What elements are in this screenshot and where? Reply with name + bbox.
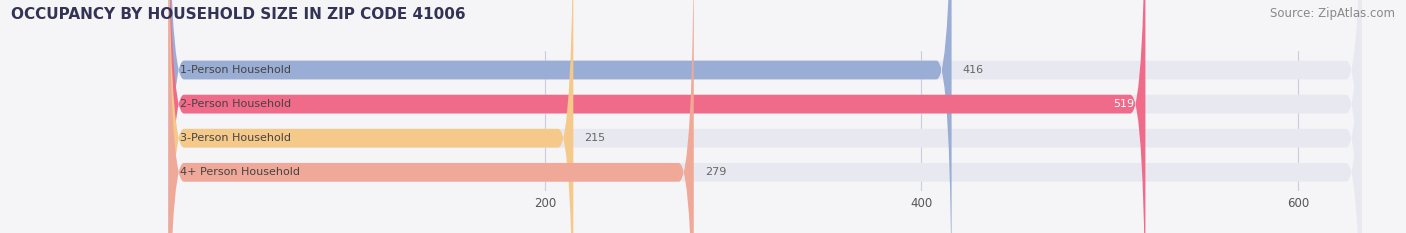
Text: 3-Person Household: 3-Person Household [180,133,291,143]
Text: Source: ZipAtlas.com: Source: ZipAtlas.com [1270,7,1395,20]
FancyBboxPatch shape [169,0,1361,233]
FancyBboxPatch shape [169,0,1361,233]
FancyBboxPatch shape [169,0,574,233]
Text: 416: 416 [963,65,984,75]
Text: 279: 279 [704,167,727,177]
FancyBboxPatch shape [169,0,1361,233]
FancyBboxPatch shape [169,0,952,233]
Text: 519: 519 [1114,99,1135,109]
FancyBboxPatch shape [169,0,693,233]
Text: 1-Person Household: 1-Person Household [180,65,291,75]
Text: 2-Person Household: 2-Person Household [180,99,291,109]
FancyBboxPatch shape [169,0,1361,233]
FancyBboxPatch shape [169,0,1146,233]
Text: 215: 215 [585,133,606,143]
Text: 4+ Person Household: 4+ Person Household [180,167,299,177]
Text: OCCUPANCY BY HOUSEHOLD SIZE IN ZIP CODE 41006: OCCUPANCY BY HOUSEHOLD SIZE IN ZIP CODE … [11,7,465,22]
